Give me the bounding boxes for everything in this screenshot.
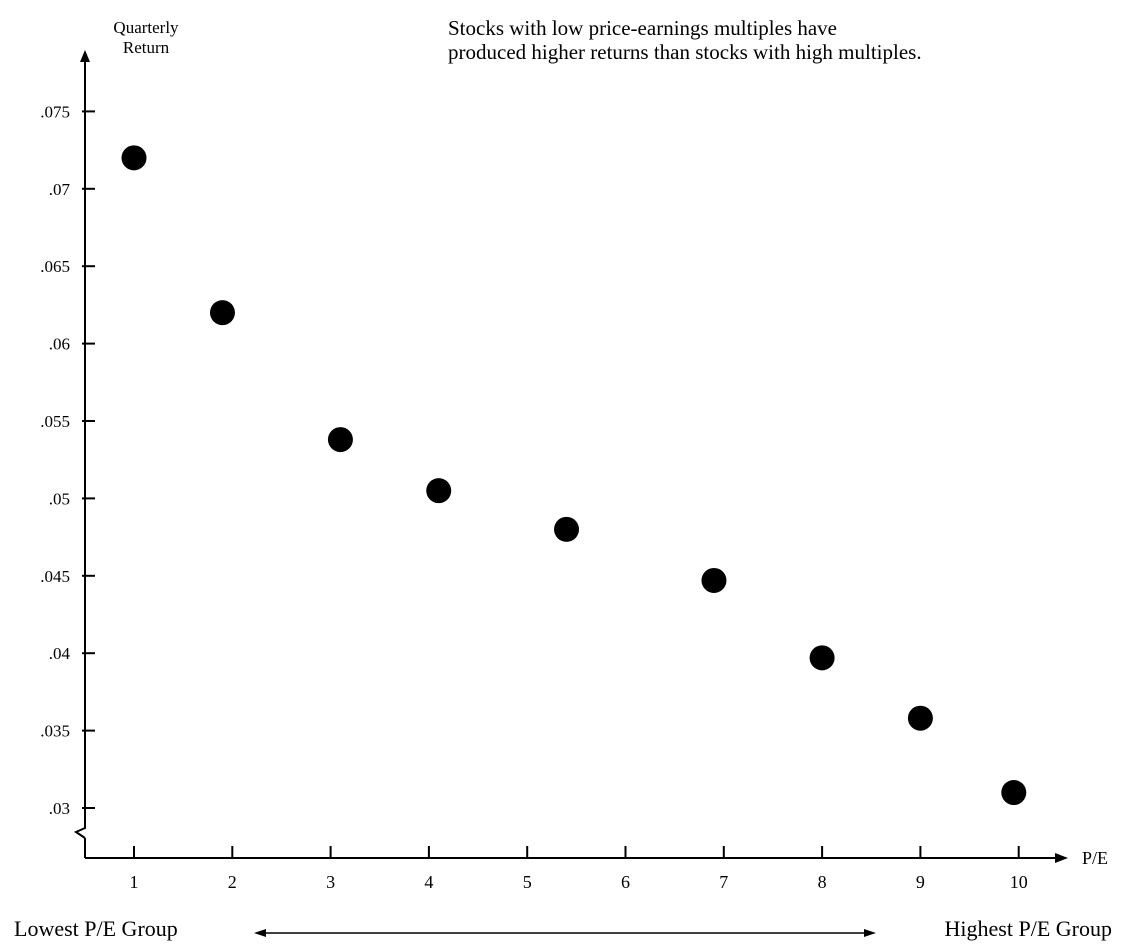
x-axis-arrowhead <box>1055 853 1068 863</box>
data-point <box>209 300 235 326</box>
x-tick-label: 7 <box>719 872 728 892</box>
y-axis-break <box>73 822 86 839</box>
x-tick-label: 10 <box>1010 872 1028 892</box>
data-point <box>701 567 727 593</box>
y-axis-label: Quarterly Return <box>96 18 196 58</box>
data-point <box>554 516 580 542</box>
group-arrow-right-head <box>864 929 876 937</box>
x-tick-label: 2 <box>228 872 237 892</box>
data-points <box>121 145 1027 806</box>
lowest-pe-group-label: Lowest P/E Group <box>14 916 178 941</box>
y-tick-label: .04 <box>49 644 71 663</box>
y-tick-label: .05 <box>49 489 70 508</box>
y-axis-arrowhead <box>80 50 90 62</box>
data-point <box>809 645 835 671</box>
data-point <box>1001 780 1027 806</box>
y-tick-label: .03 <box>49 799 70 818</box>
chart-title-line-1: Stocks with low price-earnings multiples… <box>448 16 838 40</box>
group-range-arrow <box>254 929 876 937</box>
x-tick-label: 1 <box>130 872 139 892</box>
y-tick-label: .06 <box>49 335 70 354</box>
data-point <box>426 478 452 504</box>
data-point <box>121 145 147 171</box>
x-tick-label: 9 <box>916 872 925 892</box>
axes <box>73 50 1068 863</box>
y-tick-label: .045 <box>40 567 70 586</box>
highest-pe-group-label: Highest P/E Group <box>944 916 1112 941</box>
x-axis-label: P/E <box>1082 848 1108 868</box>
y-tick-label: .07 <box>49 180 71 199</box>
y-axis-ticks: .03 .035 .04 .045 .05 .055 .06 .065 .07 .075 <box>40 102 95 818</box>
x-tick-label: 8 <box>818 872 827 892</box>
data-point <box>327 427 353 453</box>
y-axis-label-line-1: Quarterly <box>113 18 179 37</box>
y-tick-label: .075 <box>40 102 70 121</box>
y-tick-label: .065 <box>40 257 70 276</box>
y-tick-label: .035 <box>40 722 70 741</box>
y-tick-label: .055 <box>40 412 70 431</box>
chart-title: Stocks with low price-earnings multiples… <box>448 16 1118 64</box>
y-axis-label-line-2: Return <box>122 38 170 57</box>
chart-title-line-2: produced higher returns than stocks with… <box>448 40 922 64</box>
x-tick-label: 3 <box>326 872 335 892</box>
x-tick-label: 5 <box>523 872 532 892</box>
data-point <box>907 705 933 731</box>
group-arrow-left-head <box>254 929 266 937</box>
x-axis-ticks: 1 2 3 4 5 6 7 8 9 10 <box>130 846 1028 892</box>
x-tick-label: 4 <box>424 872 433 892</box>
x-tick-label: 6 <box>621 872 630 892</box>
